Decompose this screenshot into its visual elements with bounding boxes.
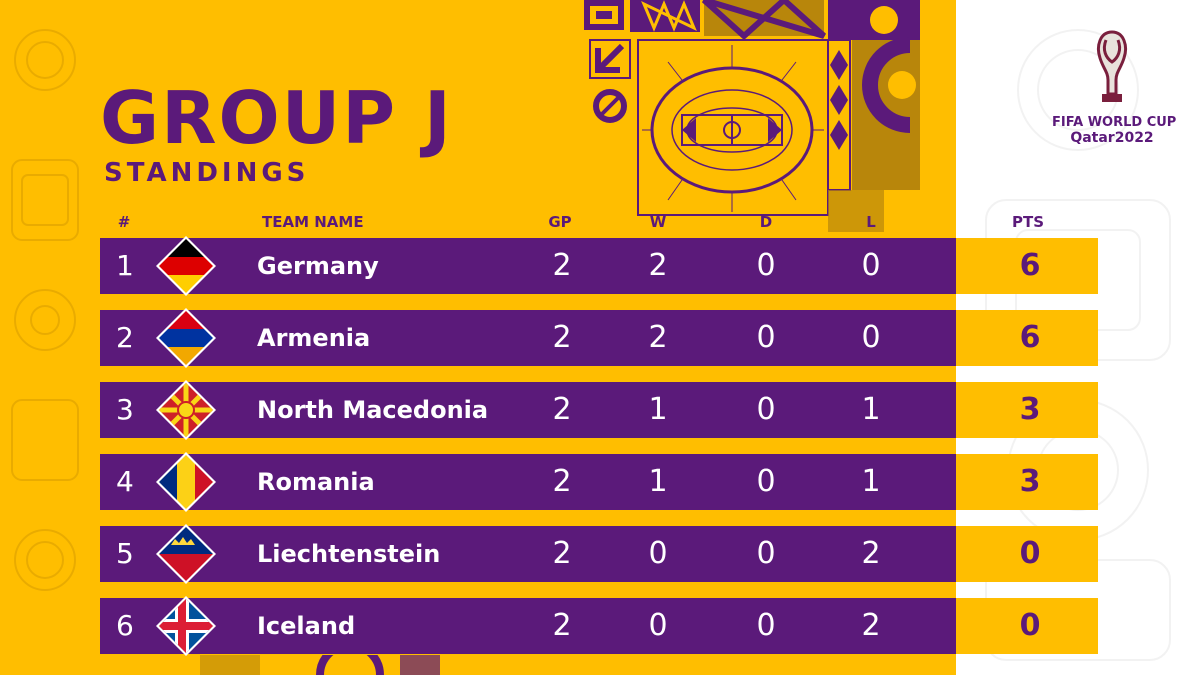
- draws: 0: [756, 320, 776, 355]
- row-background: [100, 310, 956, 366]
- points-box: [956, 382, 1098, 438]
- row-background: [100, 526, 956, 582]
- points: 3: [1019, 464, 1041, 499]
- wins: 2: [648, 320, 668, 355]
- iceland-flag-icon: [156, 596, 216, 656]
- column-header-gp: GP: [548, 213, 572, 231]
- team-name: Romania: [257, 468, 375, 496]
- bottom-pattern-decoration: [200, 655, 440, 675]
- team-name: Iceland: [257, 612, 356, 640]
- table-row: 1 Germany 2 2 0 0 6: [100, 236, 1098, 296]
- points: 0: [1019, 608, 1041, 643]
- column-header-l: L: [866, 213, 876, 231]
- column-header-rank: #: [117, 213, 131, 231]
- draws: 0: [756, 392, 776, 427]
- points-box: [956, 454, 1098, 510]
- table-row: 6 Iceland 2 0 0 2 0: [100, 596, 1098, 656]
- column-header-team: TEAM NAME: [262, 213, 364, 231]
- table-row: 2 Armenia 2 2 0 0 6: [100, 308, 1098, 368]
- page-subtitle: STANDINGS: [104, 158, 310, 188]
- column-header-w: W: [649, 213, 667, 231]
- draws: 0: [756, 464, 776, 499]
- page-title: GROUP J: [100, 76, 453, 160]
- romania-flag-icon: [156, 452, 216, 512]
- points-box: [956, 598, 1098, 654]
- table-row: 5 Liechtenstein 2 0 0 2 0: [100, 524, 1098, 584]
- losses: 0: [861, 248, 881, 283]
- table-row: 3 North Macedonia 2 1 0 1 3: [100, 380, 1098, 440]
- row-background: [100, 598, 956, 654]
- draws: 0: [756, 248, 776, 283]
- wins: 1: [648, 392, 668, 427]
- wins: 0: [648, 608, 668, 643]
- column-header-pts: PTS: [1011, 213, 1045, 231]
- team-name: Germany: [257, 252, 379, 280]
- points-box: [956, 238, 1098, 294]
- losses: 2: [861, 536, 881, 571]
- wins: 2: [648, 248, 668, 283]
- stadium-pattern-art: [584, 0, 920, 232]
- points: 3: [1019, 392, 1041, 427]
- points: 0: [1019, 536, 1041, 571]
- trophy-emblem-icon: [1097, 30, 1127, 102]
- losses: 0: [861, 320, 881, 355]
- points-box: [956, 526, 1098, 582]
- points: 6: [1019, 248, 1041, 283]
- fifa-world-cup-logo: FIFA WORLD CUP Qatar2022: [1052, 28, 1177, 146]
- points-box: [956, 310, 1098, 366]
- logo-text-fifa-world-cup: FIFA WORLD CUP: [1052, 115, 1177, 130]
- games-played: 2: [552, 248, 572, 283]
- table-row: 4 Romania 2 1 0 1 3: [100, 452, 1098, 512]
- team-rank: 6: [116, 609, 134, 642]
- germany-flag-icon: [156, 236, 216, 296]
- column-header-d: D: [759, 213, 773, 231]
- games-played: 2: [552, 536, 572, 571]
- games-played: 2: [552, 320, 572, 355]
- wins: 1: [648, 464, 668, 499]
- draws: 0: [756, 536, 776, 571]
- team-rank: 4: [116, 465, 134, 498]
- team-rank: 1: [116, 249, 134, 282]
- left-pattern-decoration: [11, 29, 79, 591]
- team-rank: 5: [116, 537, 134, 570]
- games-played: 2: [552, 464, 572, 499]
- north-macedonia-flag-icon: [156, 380, 216, 440]
- draws: 0: [756, 608, 776, 643]
- losses: 1: [861, 392, 881, 427]
- row-background: [100, 238, 956, 294]
- games-played: 2: [552, 392, 572, 427]
- team-name: North Macedonia: [257, 396, 489, 424]
- team-rank: 2: [116, 321, 134, 354]
- row-background: [100, 454, 956, 510]
- points: 6: [1019, 320, 1041, 355]
- team-rank: 3: [116, 393, 134, 426]
- losses: 2: [861, 608, 881, 643]
- losses: 1: [861, 464, 881, 499]
- games-played: 2: [552, 608, 572, 643]
- logo-text-qatar-2022: Qatar2022: [1070, 130, 1154, 146]
- wins: 0: [648, 536, 668, 571]
- team-name: Liechtenstein: [257, 540, 441, 568]
- team-name: Armenia: [257, 324, 371, 352]
- armenia-flag-icon: [156, 308, 216, 368]
- row-background: [100, 382, 956, 438]
- liechtenstein-flag-icon: [156, 524, 216, 584]
